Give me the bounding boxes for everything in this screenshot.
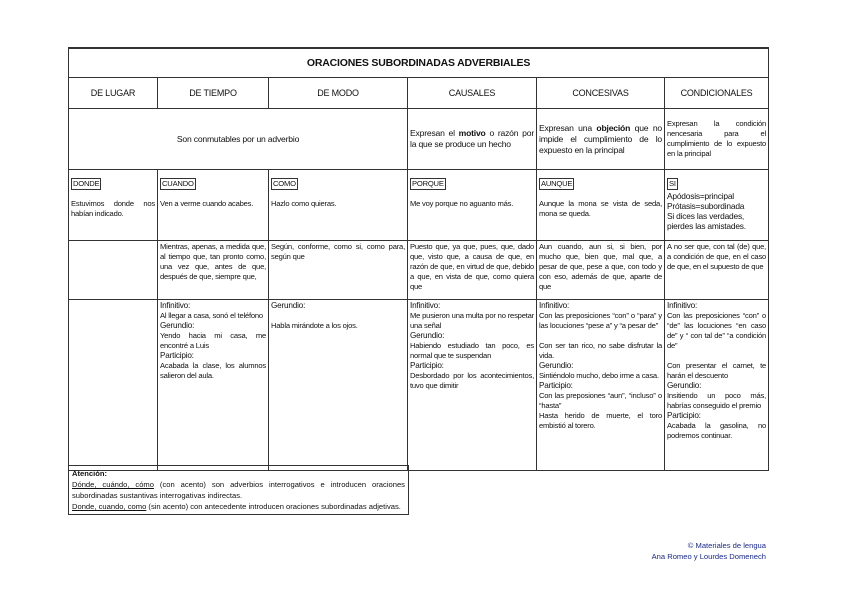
non-finite-forms: Infinitivo: Con las preposiciones “con” o… xyxy=(536,299,665,471)
form-line xyxy=(667,351,766,361)
form-line xyxy=(539,331,662,341)
example-sentence: Me voy porque no aguanto más. xyxy=(410,199,514,208)
example-cell: DONDE Estuvimos donde nos habían indicado… xyxy=(68,169,158,241)
desc-causales: Expresan el motivo o razón por la que se… xyxy=(407,108,537,170)
example-cell: CUANDO Ven a verme cuando acabes. xyxy=(157,169,269,241)
form-line: Yendo hacia mi casa, me encontré a Luis xyxy=(160,331,266,350)
nexus-list: Puesto que, ya que, pues, que, dado que,… xyxy=(407,240,537,300)
form-line: Me pusieron una multa por no respetar un… xyxy=(410,311,534,330)
form-line: Gerundio: xyxy=(539,361,574,370)
non-finite-forms: Gerundio: Habla mirándote a los ojos. xyxy=(268,299,408,471)
desc-condicionales: Expresan la condición nencesaria para el… xyxy=(663,108,770,170)
example-cell: SI Apódosis=principal Prótasis=subordinada… xyxy=(663,169,770,241)
nexo-label: SI xyxy=(667,178,678,190)
example-sentence: Aunque la mona se vista de seda, mona se… xyxy=(539,199,662,218)
attention-note: Atención: Dónde, cuándo, cómo (con acent… xyxy=(68,465,409,515)
example-cell: COMO Hazlo como quieras. xyxy=(268,169,408,241)
desc-conmutables: Son conmutables por un adverbio xyxy=(68,108,408,170)
non-finite-forms: Infinitivo: Con las preposiciones “con” o… xyxy=(663,299,770,471)
example-sentence: Hazlo como quieras. xyxy=(271,199,337,208)
form-line: Habla mirándote a los ojos. xyxy=(271,321,358,330)
nexo-label: AUNQUE xyxy=(539,178,575,190)
form-line: Con las preposiciones “con” o “de” las l… xyxy=(667,311,767,350)
example-line: Si dices las verdades, pierdes las amist… xyxy=(667,211,746,231)
form-line: Habiendo estudiado tan poco, es normal q… xyxy=(410,341,534,360)
form-line: Acabada la clase, los alumnos salieron d… xyxy=(160,361,266,380)
nexus-list xyxy=(68,240,158,300)
note-heading: Atención: xyxy=(72,469,108,478)
column-header: DE MODO xyxy=(268,77,408,109)
column-header: CAUSALES xyxy=(407,77,537,109)
form-line: Desbordado por los acontecimientos, tuvo… xyxy=(410,371,534,390)
column-header: DE TIEMPO xyxy=(157,77,269,109)
example-line: Apódosis=principal xyxy=(667,191,734,201)
form-line: Participio: xyxy=(160,351,194,360)
form-line: Participio: xyxy=(539,381,573,390)
non-finite-forms: Infinitivo: Al llegar a casa, sonó el tel… xyxy=(157,299,269,471)
form-line: Acabada la gasolina, no podremos continu… xyxy=(667,421,767,440)
column-header: CONDICIONALES xyxy=(663,77,770,109)
form-line: Infinitivo: xyxy=(667,301,698,310)
column-header: DE LUGAR xyxy=(68,77,158,109)
form-line: Con las preposiciones “con” o “para” y l… xyxy=(539,311,662,330)
nexus-list: Según, conforme, como si, como para, seg… xyxy=(268,240,408,300)
form-line: Participio: xyxy=(667,411,701,420)
form-line: Infinitivo: xyxy=(410,301,441,310)
non-finite-forms xyxy=(68,299,158,471)
adverbial-clauses-table: ORACIONES SUBORDINADAS ADVERBIALES DE LU… xyxy=(67,47,770,471)
table-title: ORACIONES SUBORDINADAS ADVERBIALES xyxy=(67,47,770,78)
nexo-label: PORQUE xyxy=(410,178,446,190)
form-line: Con las preposiones “aun”, “incluso” o “… xyxy=(539,391,662,410)
column-header: CONCESIVAS xyxy=(536,77,665,109)
form-line: Con ser tan rico, no sabe disfrutar la v… xyxy=(539,341,662,360)
example-line: Prótasis=subordinada xyxy=(667,201,745,211)
nexus-list: A no ser que, con tal (de) que, a condic… xyxy=(663,240,770,300)
example-cell: AUNQUE Aunque la mona se vista de seda, m… xyxy=(536,169,665,241)
form-line: Sintiéndolo mucho, debo irme a casa. xyxy=(539,371,659,380)
form-line: Gerundio: xyxy=(410,331,445,340)
form-line: Gerundio: xyxy=(667,381,702,390)
form-line: Hasta herido de muerte, el toro embistió… xyxy=(539,411,662,430)
form-line: Infinitivo: xyxy=(160,301,191,310)
form-line: Insitiendo un poco más, habrías consegui… xyxy=(667,391,767,410)
example-sentence: Ven a verme cuando acabes. xyxy=(160,199,254,208)
nexo-label: CUANDO xyxy=(160,178,196,190)
desc-concesivas: Expresan una objeción que no impide el c… xyxy=(536,108,665,170)
form-line: Gerundio: xyxy=(160,321,195,330)
credit: © Materiales de lengua Ana Romeo y Lourd… xyxy=(651,541,766,561)
example-cell: PORQUE Me voy porque no aguanto más. xyxy=(407,169,537,241)
form-line: Infinitivo: xyxy=(539,301,570,310)
form-line: Al llegar a casa, sonó el teléfono xyxy=(160,311,263,320)
non-finite-forms: Infinitivo: Me pusieron una multa por no … xyxy=(407,299,537,471)
nexo-label: DONDE xyxy=(71,178,102,190)
nexus-list: Aun cuando, aun si, si bien, por mucho q… xyxy=(536,240,665,300)
form-line: Gerundio: xyxy=(271,301,306,310)
form-line: Participio: xyxy=(410,361,444,370)
nexus-list: Mientras, apenas, a medida que, al tiemp… xyxy=(157,240,269,300)
nexo-label: COMO xyxy=(271,178,298,190)
example-sentence: Estuvimos donde nos habían indicado. xyxy=(71,199,155,218)
form-line: Con presentar el carnet, te harán el des… xyxy=(667,361,767,380)
form-line xyxy=(271,311,405,321)
